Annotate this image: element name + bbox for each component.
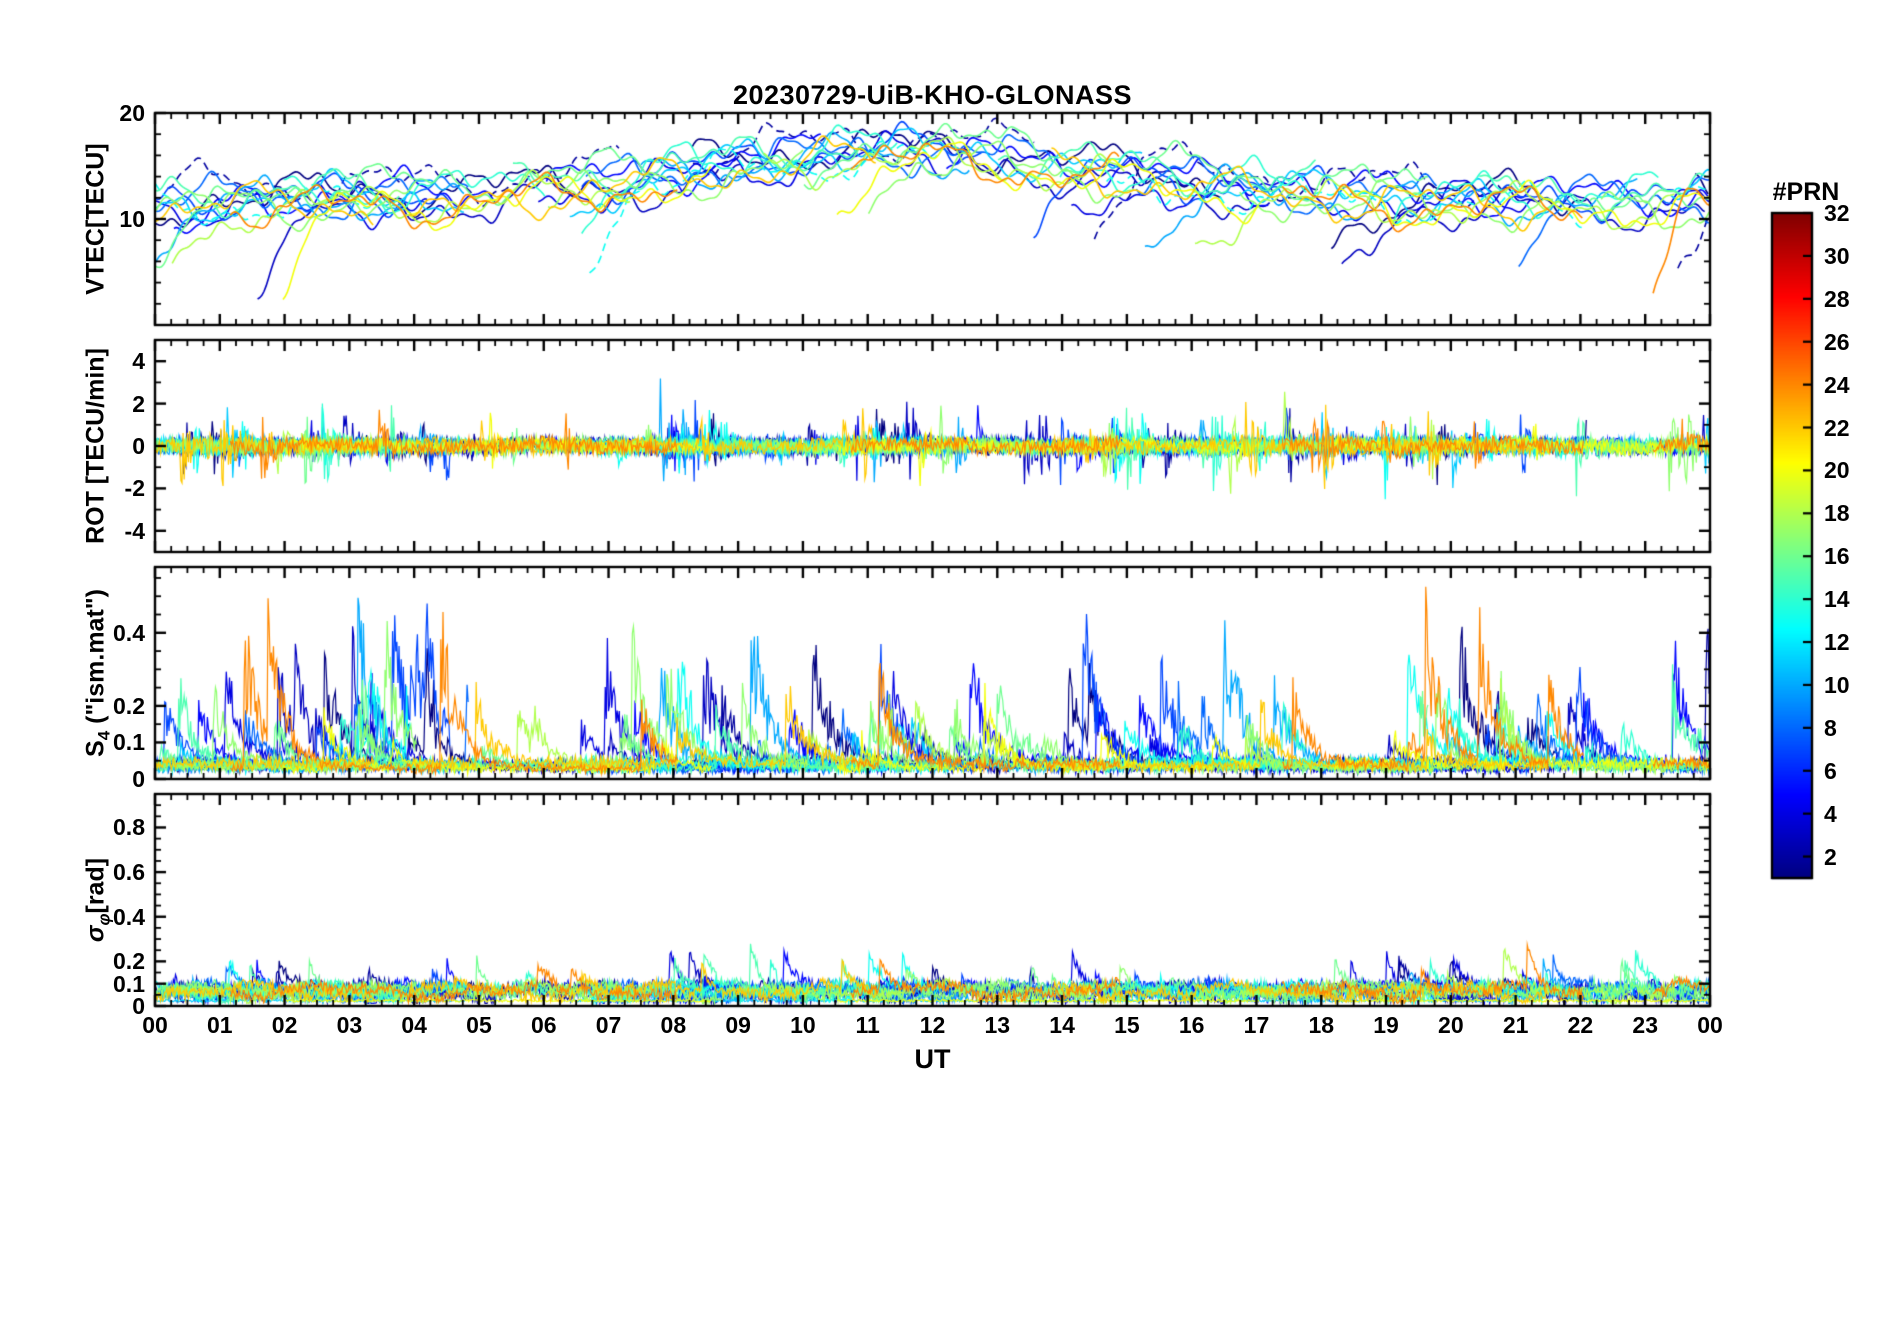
sigma_phi-y-tick-label: 0.6 [113,859,145,886]
colorbar-tick-label: 16 [1824,543,1850,570]
x-tick-label: 22 [1567,1012,1594,1038]
rot-y-tick-label: -2 [124,475,145,502]
colorbar-tick-label: 4 [1824,800,1837,827]
x-tick-label: 23 [1632,1012,1658,1038]
x-tick-label: 08 [660,1012,687,1038]
sigma_phi-y-tick-label: 0 [132,993,145,1019]
x-tick-label: 05 [466,1012,492,1038]
x-axis-label: UT [914,1044,951,1074]
x-tick-label: 16 [1178,1012,1205,1038]
s4-y-tick-label: 0.2 [113,692,145,719]
x-tick-label: 20 [1438,1012,1464,1038]
x-tick-label: 12 [919,1012,946,1038]
x-tick-label: 00 [1697,1012,1723,1038]
colorbar-tick-label: 28 [1824,285,1850,312]
s4-y-tick-label: 0 [132,766,145,792]
x-tick-label: 00 [142,1012,168,1038]
x-tick-label: 18 [1308,1012,1335,1038]
x-tick-label: 10 [790,1012,816,1038]
colorbar-tick-label: 20 [1824,457,1850,484]
colorbar-title: #PRN [1772,178,1840,206]
x-tick-label: 09 [725,1012,751,1038]
colorbar-tick-label: 8 [1824,714,1837,741]
x-tick-label: 03 [336,1012,363,1038]
vtec-y-tick-label: 10 [119,206,145,232]
x-tick-label: 07 [595,1012,622,1038]
x-tick-label: 04 [401,1012,427,1038]
x-tick-label: 14 [1049,1012,1075,1038]
rot-y-tick-label: 0 [132,433,145,459]
rot-y-tick-label: 4 [132,348,145,375]
colorbar-tick-label: 2 [1824,843,1837,870]
x-tick-label: 17 [1243,1012,1270,1038]
vtec-y-tick-label: 20 [119,100,145,126]
rot-y-tick-label: -4 [124,517,145,544]
sigma_phi-y-tick-label: 0.1 [113,970,145,997]
colorbar-tick-label: 22 [1824,414,1850,441]
x-tick-label: 01 [206,1012,233,1038]
colorbar-tick-label: 18 [1824,500,1850,527]
sigma_phi-y-tick-label: 0.8 [113,814,145,841]
x-tick-label: 11 [855,1012,880,1038]
sigma_phi-y-tick-label: 0.4 [113,903,145,930]
x-tick-label: 06 [530,1012,557,1038]
colorbar-tick-label: 26 [1824,328,1850,355]
colorbar-tick-label: 24 [1824,371,1850,398]
rot-y-tick-label: 2 [132,390,145,417]
x-tick-label: 21 [1502,1012,1529,1038]
colorbar-tick-label: 10 [1824,671,1850,698]
colorbar-tick-label: 32 [1824,200,1850,226]
colorbar-tick-label: 12 [1824,629,1850,656]
colorbar-tick-label: 14 [1824,586,1850,613]
s4-y-tick-label: 0.1 [113,729,145,756]
colorbar-tick-label: 30 [1824,242,1850,269]
s4-y-tick-label: 0.4 [113,619,145,646]
x-tick-label: 02 [271,1012,298,1038]
x-tick-label: 19 [1373,1012,1399,1038]
x-tick-label: 13 [984,1012,1011,1038]
sigma_phi-y-tick-label: 0.2 [113,948,145,975]
x-tick-label: 15 [1114,1012,1140,1038]
chart-title: 20230729-UiB-KHO-GLONASS [732,80,1133,110]
colorbar-tick-label: 6 [1824,757,1837,784]
